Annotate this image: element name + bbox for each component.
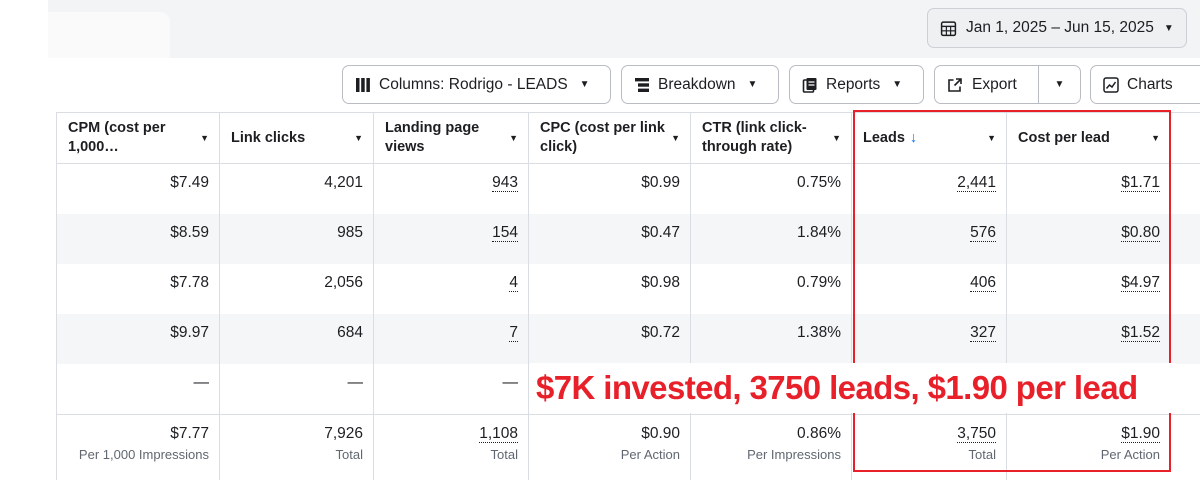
total-cell[interactable]: $1.90 Per Action	[1100, 425, 1160, 462]
table-cell[interactable]: 406	[970, 274, 996, 292]
table-cell[interactable]: 4	[509, 274, 518, 292]
table-cell[interactable]: 576	[970, 224, 996, 242]
table-cell[interactable]: 2,441	[957, 174, 996, 192]
annotation-banner: $7K invested, 3750 leads, $1.90 per lead	[530, 363, 1175, 413]
chevron-down-icon: ▼	[1163, 22, 1174, 34]
export-label: Export	[972, 75, 1017, 93]
column-divider	[528, 112, 529, 480]
breakdown-button[interactable]: Breakdown ▼	[621, 65, 779, 104]
table-cell: $7.49	[170, 174, 209, 191]
column-header-leads[interactable]: Leads ↓ ▼	[863, 129, 996, 146]
column-divider	[851, 112, 852, 480]
table-row: $9.97 684 7 $0.72 1.38% 327 $1.52	[56, 314, 1200, 364]
table-cell: 4,201	[324, 174, 363, 191]
chevron-down-icon: ▼	[832, 132, 841, 143]
table-cell: $8.59	[170, 224, 209, 241]
table-cell[interactable]: $0.80	[1121, 224, 1160, 242]
chevron-down-icon: ▼	[579, 79, 590, 90]
reports-label: Reports	[826, 75, 881, 93]
chevron-down-icon: ▼	[1054, 79, 1065, 90]
column-header-cpm[interactable]: CPM (cost per 1,000… ▼	[68, 120, 209, 155]
table-cell: 985	[337, 224, 363, 241]
top-left-panel	[48, 12, 170, 58]
export-icon	[948, 77, 962, 92]
export-button[interactable]: Export	[935, 66, 1039, 103]
columns-label: Columns: Rodrigo - LEADS	[379, 75, 568, 93]
total-cell: 0.86% Per Impressions	[747, 425, 841, 462]
table-header: CPM (cost per 1,000… ▼ Link clicks ▼ Landi…	[56, 112, 1200, 164]
columns-button[interactable]: Columns: Rodrigo - LEADS ▼	[342, 65, 611, 104]
reports-button[interactable]: Reports ▼	[789, 65, 924, 104]
total-cell[interactable]: 1,108 Total	[479, 425, 518, 462]
chevron-down-icon: ▼	[987, 132, 996, 143]
column-divider	[373, 112, 374, 480]
table-cell[interactable]: 7	[509, 324, 518, 342]
column-header-cost-per-lead[interactable]: Cost per lead ▼	[1018, 129, 1160, 146]
table-cell: 0.79%	[797, 274, 841, 291]
table-cell: $0.47	[641, 224, 680, 241]
column-header-ctr[interactable]: CTR (link click-through rate) ▼	[702, 120, 841, 155]
table-cell: —	[502, 374, 519, 391]
chevron-down-icon: ▼	[747, 79, 758, 90]
column-divider	[1006, 112, 1007, 480]
chevron-down-icon: ▼	[509, 132, 518, 143]
sort-descending-icon: ↓	[909, 129, 918, 146]
highlight-box	[853, 110, 1171, 472]
table-cell: 1.84%	[797, 224, 841, 241]
chart-icon	[1103, 76, 1119, 93]
table-cell: —	[193, 374, 210, 391]
reports-icon	[802, 77, 817, 93]
table-cell: —	[347, 374, 364, 391]
table-cell[interactable]: $1.71	[1121, 174, 1160, 192]
total-cell: $7.77 Per 1,000 Impressions	[78, 425, 209, 462]
table-cell: 684	[337, 324, 363, 341]
table-cell[interactable]: 943	[492, 174, 518, 192]
chevron-down-icon: ▼	[1151, 132, 1160, 143]
calendar-icon	[940, 20, 957, 36]
totals-row: $7.77 Per 1,000 Impressions 7,926 Total 1,…	[56, 414, 1200, 480]
data-table: CPM (cost per 1,000… ▼ Link clicks ▼ Landi…	[56, 112, 1200, 480]
table-row: $7.49 4,201 943 $0.99 0.75% 2,441 $1.71	[56, 164, 1200, 214]
charts-button[interactable]: Charts	[1090, 65, 1200, 104]
table-cell: $0.99	[641, 174, 680, 191]
total-cell: $0.90 Per Action	[620, 425, 680, 462]
table-cell: 1.38%	[797, 324, 841, 341]
table-cell: $7.78	[170, 274, 209, 291]
table-cell: $0.72	[641, 324, 680, 341]
table-cell: 0.75%	[797, 174, 841, 191]
breakdown-label: Breakdown	[658, 75, 736, 93]
columns-icon	[356, 77, 370, 92]
table-cell: 2,056	[324, 274, 363, 291]
column-header-cpc[interactable]: CPC (cost per link click) ▼	[540, 120, 680, 155]
chevron-down-icon: ▼	[354, 132, 363, 143]
table-cell[interactable]: $4.97	[1121, 274, 1160, 292]
table-row: $8.59 985 154 $0.47 1.84% 576 $0.80	[56, 214, 1200, 264]
chevron-down-icon: ▼	[892, 79, 903, 90]
export-dropdown-button[interactable]: ▼	[1039, 66, 1080, 103]
breakdown-icon	[635, 77, 649, 92]
column-header-link-clicks[interactable]: Link clicks ▼	[231, 129, 363, 146]
charts-label: Charts	[1127, 75, 1173, 93]
date-range-label: Jan 1, 2025 – Jun 15, 2025	[966, 19, 1154, 36]
column-divider	[56, 112, 57, 480]
total-cell: 7,926 Total	[324, 425, 363, 462]
export-button-group: Export ▼	[934, 65, 1081, 104]
chevron-down-icon: ▼	[671, 132, 680, 143]
total-cell[interactable]: 3,750 Total	[957, 425, 996, 462]
table-cell: $0.98	[641, 274, 680, 291]
column-divider	[690, 112, 691, 480]
table-cell[interactable]: 154	[492, 224, 518, 242]
table-cell[interactable]: 327	[970, 324, 996, 342]
column-divider	[219, 112, 220, 480]
table-cell: $9.97	[170, 324, 209, 341]
column-header-landing-page-views[interactable]: Landing page views ▼	[385, 120, 518, 155]
table-row: $7.78 2,056 4 $0.98 0.79% 406 $4.97	[56, 264, 1200, 314]
table-row: — — —	[56, 364, 1200, 414]
chevron-down-icon: ▼	[200, 132, 209, 143]
table-cell[interactable]: $1.52	[1121, 324, 1160, 342]
date-range-picker[interactable]: Jan 1, 2025 – Jun 15, 2025 ▼	[927, 8, 1187, 48]
